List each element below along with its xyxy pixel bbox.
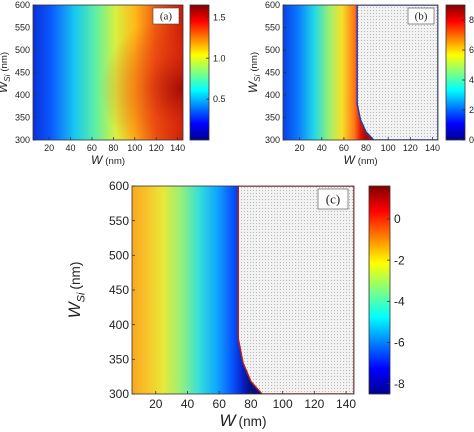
- x-tick-label: 60: [213, 397, 227, 411]
- heatmap-hotspot: [33, 5, 183, 140]
- x-tick-label: 140: [336, 397, 356, 411]
- x-axis-label: W (nm): [91, 153, 125, 167]
- colorbar-tick-label: -8: [394, 377, 405, 391]
- x-tick-label: 120: [304, 397, 324, 411]
- colorbar-frame: [189, 4, 210, 141]
- y-tick-label: 350: [109, 353, 129, 367]
- x-axis-label-unit: (nm): [105, 156, 125, 167]
- y-tick-label: 500: [15, 45, 30, 55]
- colorbar: [190, 5, 209, 140]
- y-axis-label-symbol: W: [246, 80, 260, 93]
- colorbar: [446, 5, 465, 140]
- y-tick-label: 450: [109, 283, 129, 297]
- masked-region: [356, 5, 438, 140]
- heatmap-field: [283, 5, 438, 140]
- y-tick-label: 450: [265, 68, 280, 78]
- y-axis-label-subscript: Si: [75, 292, 87, 302]
- x-tick-label: 80: [108, 143, 118, 153]
- x-tick-label: 60: [339, 143, 349, 153]
- colorbar-tick-label: 2: [469, 105, 474, 115]
- y-tick-label: 600: [15, 0, 30, 10]
- y-axis-label: WSi (nm): [0, 52, 12, 93]
- panel-label-box: [152, 7, 180, 25]
- y-axis-label-symbol: W: [65, 300, 84, 318]
- masked-region: [237, 186, 354, 394]
- x-tick-label: 80: [361, 143, 371, 153]
- colorbar-tick-label: 1.5: [213, 12, 226, 22]
- colorbar-tick-label: -4: [394, 295, 405, 309]
- y-axis-label-subscript: Si: [253, 74, 262, 81]
- y-axis-label-symbol: W: [0, 80, 10, 93]
- colorbar-tick-label: 0: [469, 135, 474, 145]
- x-tick-label: 120: [403, 143, 418, 153]
- y-tick-label: 400: [265, 90, 280, 100]
- y-tick-label: 500: [109, 249, 129, 263]
- y-tick-label: 400: [109, 318, 129, 332]
- x-tick-label: 100: [381, 143, 396, 153]
- x-tick-label: 40: [65, 143, 75, 153]
- x-axis-label-unit: (nm): [239, 414, 267, 429]
- y-tick-label: 500: [265, 45, 280, 55]
- colorbar-tick-label: -2: [394, 253, 405, 267]
- y-axis-label-unit: (nm): [0, 52, 10, 72]
- colorbar-frame: [445, 4, 466, 141]
- panel-label: (b): [415, 11, 428, 23]
- panel-label-box: [317, 188, 349, 210]
- y-axis-label: WSi (nm): [65, 262, 87, 319]
- x-tick-label: 140: [170, 143, 185, 153]
- panel-label: (c): [326, 191, 340, 206]
- y-axis-label-subscript: Si: [3, 74, 12, 81]
- y-tick-label: 550: [265, 23, 280, 33]
- heatmap-field: [132, 186, 354, 394]
- y-tick-label: 350: [265, 113, 280, 123]
- colorbar-frame: [368, 185, 391, 395]
- panel-a: 20 40 60 80 100 120 140300350400450500550600W(…: [0, 0, 226, 167]
- y-tick-label: 300: [265, 135, 280, 145]
- x-tick-label: 60: [87, 143, 97, 153]
- y-axis-label-unit: (nm): [249, 52, 260, 72]
- x-tick-label: 80: [244, 397, 258, 411]
- x-tick-label: 120: [149, 143, 164, 153]
- x-axis-label: W (nm): [343, 153, 377, 167]
- x-axis-label-symbol: W: [91, 153, 104, 167]
- y-axis-label-unit: (nm): [68, 262, 83, 290]
- x-tick-label: 20: [295, 143, 305, 153]
- x-tick-label: 140: [425, 143, 440, 153]
- panel-label-box: [407, 7, 435, 25]
- panel-label: (a): [160, 11, 173, 23]
- colorbar-tick-label: 0.5: [213, 94, 226, 104]
- x-tick-label: 100: [273, 397, 293, 411]
- x-tick-label: 20: [149, 397, 163, 411]
- y-tick-label: 400: [15, 90, 30, 100]
- y-tick-label: 300: [109, 387, 129, 401]
- y-tick-label: 550: [109, 214, 129, 228]
- y-tick-label: 600: [265, 0, 280, 10]
- x-tick-label: 20: [44, 143, 54, 153]
- y-tick-label: 600: [109, 179, 129, 193]
- colorbar-tick-label: 0: [394, 212, 401, 226]
- y-tick-label: 450: [15, 68, 30, 78]
- colorbar-tick-label: -6: [394, 336, 405, 350]
- x-axis-label-symbol: W: [343, 153, 356, 167]
- y-tick-label: 350: [15, 113, 30, 123]
- y-tick-label: 550: [15, 23, 30, 33]
- panel-b: 20 40 60 80 100 120 140300350400450500550600W(…: [246, 0, 474, 167]
- colorbar-tick-label: 8: [469, 15, 474, 25]
- colorbar-tick-label: 4: [469, 75, 474, 85]
- y-tick-label: 300: [15, 135, 30, 145]
- x-tick-label: 40: [317, 143, 327, 153]
- y-axis-label: WSi (nm): [246, 52, 262, 93]
- x-axis-label: W (nm): [220, 411, 267, 430]
- x-axis-label-symbol: W: [220, 411, 238, 430]
- x-axis-label-unit: (nm): [358, 156, 378, 167]
- colorbar-tick-label: 6: [469, 45, 474, 55]
- x-tick-label: 100: [127, 143, 142, 153]
- colorbar-tick-label: 1.0: [213, 53, 226, 63]
- x-tick-label: 40: [181, 397, 195, 411]
- heatmap-field: [33, 5, 183, 140]
- colorbar: [369, 186, 390, 394]
- panel-c: 20 40 60 80 100 120 140300350400450500550600W(…: [65, 179, 405, 430]
